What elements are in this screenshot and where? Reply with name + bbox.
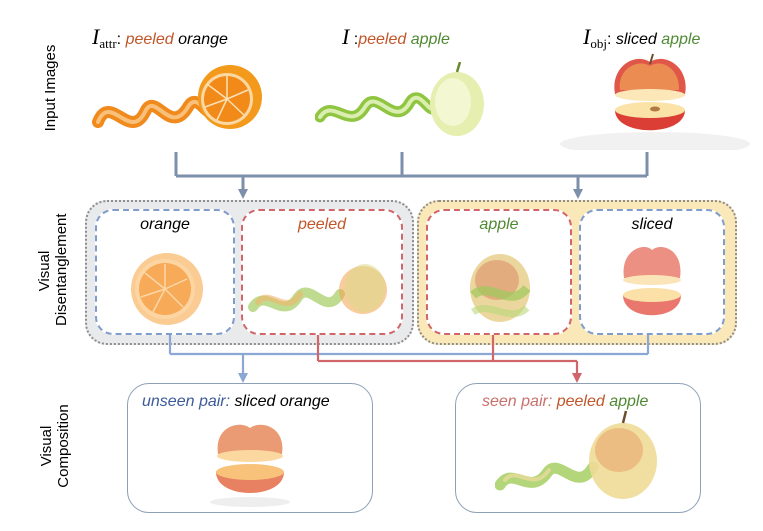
input-sep: : [353, 31, 359, 48]
seen-attr-word: peeled [556, 393, 605, 410]
peeled-apple-result-image [495, 410, 657, 499]
input-title-attr: Iattr: peeled orange [92, 24, 228, 52]
seen-pair-title: seen pair: peeled apple [482, 393, 648, 411]
apple-label: apple [479, 216, 519, 233]
input-title-obj: Iobj: sliced apple [583, 24, 700, 52]
input-obj-word: apple [661, 31, 701, 48]
input-attr-word: peeled [358, 31, 407, 48]
input-symbol: I [583, 24, 591, 49]
orange-label: orange [140, 216, 190, 233]
unseen-obj-word: orange [279, 393, 330, 410]
unseen-pair-title: unseen pair: sliced orange [142, 393, 330, 411]
peeled-apple-image [315, 62, 484, 136]
input-attr-word: peeled [125, 31, 174, 48]
input-sep: : [606, 31, 612, 48]
blurred-orange-image [131, 253, 203, 325]
input-subscript: obj [590, 36, 607, 51]
input-symbol: I [342, 24, 350, 49]
peeled-orange-image [92, 65, 262, 129]
input-symbol: I [92, 24, 100, 49]
blurred-peeled-image [248, 264, 387, 314]
unseen-prefix: unseen pair: [142, 393, 231, 410]
blurred-apple-image [470, 254, 531, 322]
sliced-orange-result-image [210, 424, 290, 507]
input-obj-word: apple [410, 31, 450, 48]
input-title-main: I :peeled apple [342, 24, 450, 50]
input-attr-word: sliced [615, 31, 657, 48]
seen-obj-word: apple [609, 393, 649, 410]
unseen-attr-word: sliced [234, 393, 276, 410]
peeled-label: peeled [297, 216, 347, 233]
input-obj-word: orange [178, 31, 228, 48]
sliced-label: sliced [631, 216, 673, 233]
seen-pair-box [455, 383, 701, 513]
sliced-apple-image [560, 53, 750, 150]
input-sep: : [116, 31, 122, 48]
seen-prefix: seen pair: [482, 393, 553, 410]
input-subscript: attr [99, 36, 117, 51]
blurred-sliced-image [623, 247, 681, 316]
